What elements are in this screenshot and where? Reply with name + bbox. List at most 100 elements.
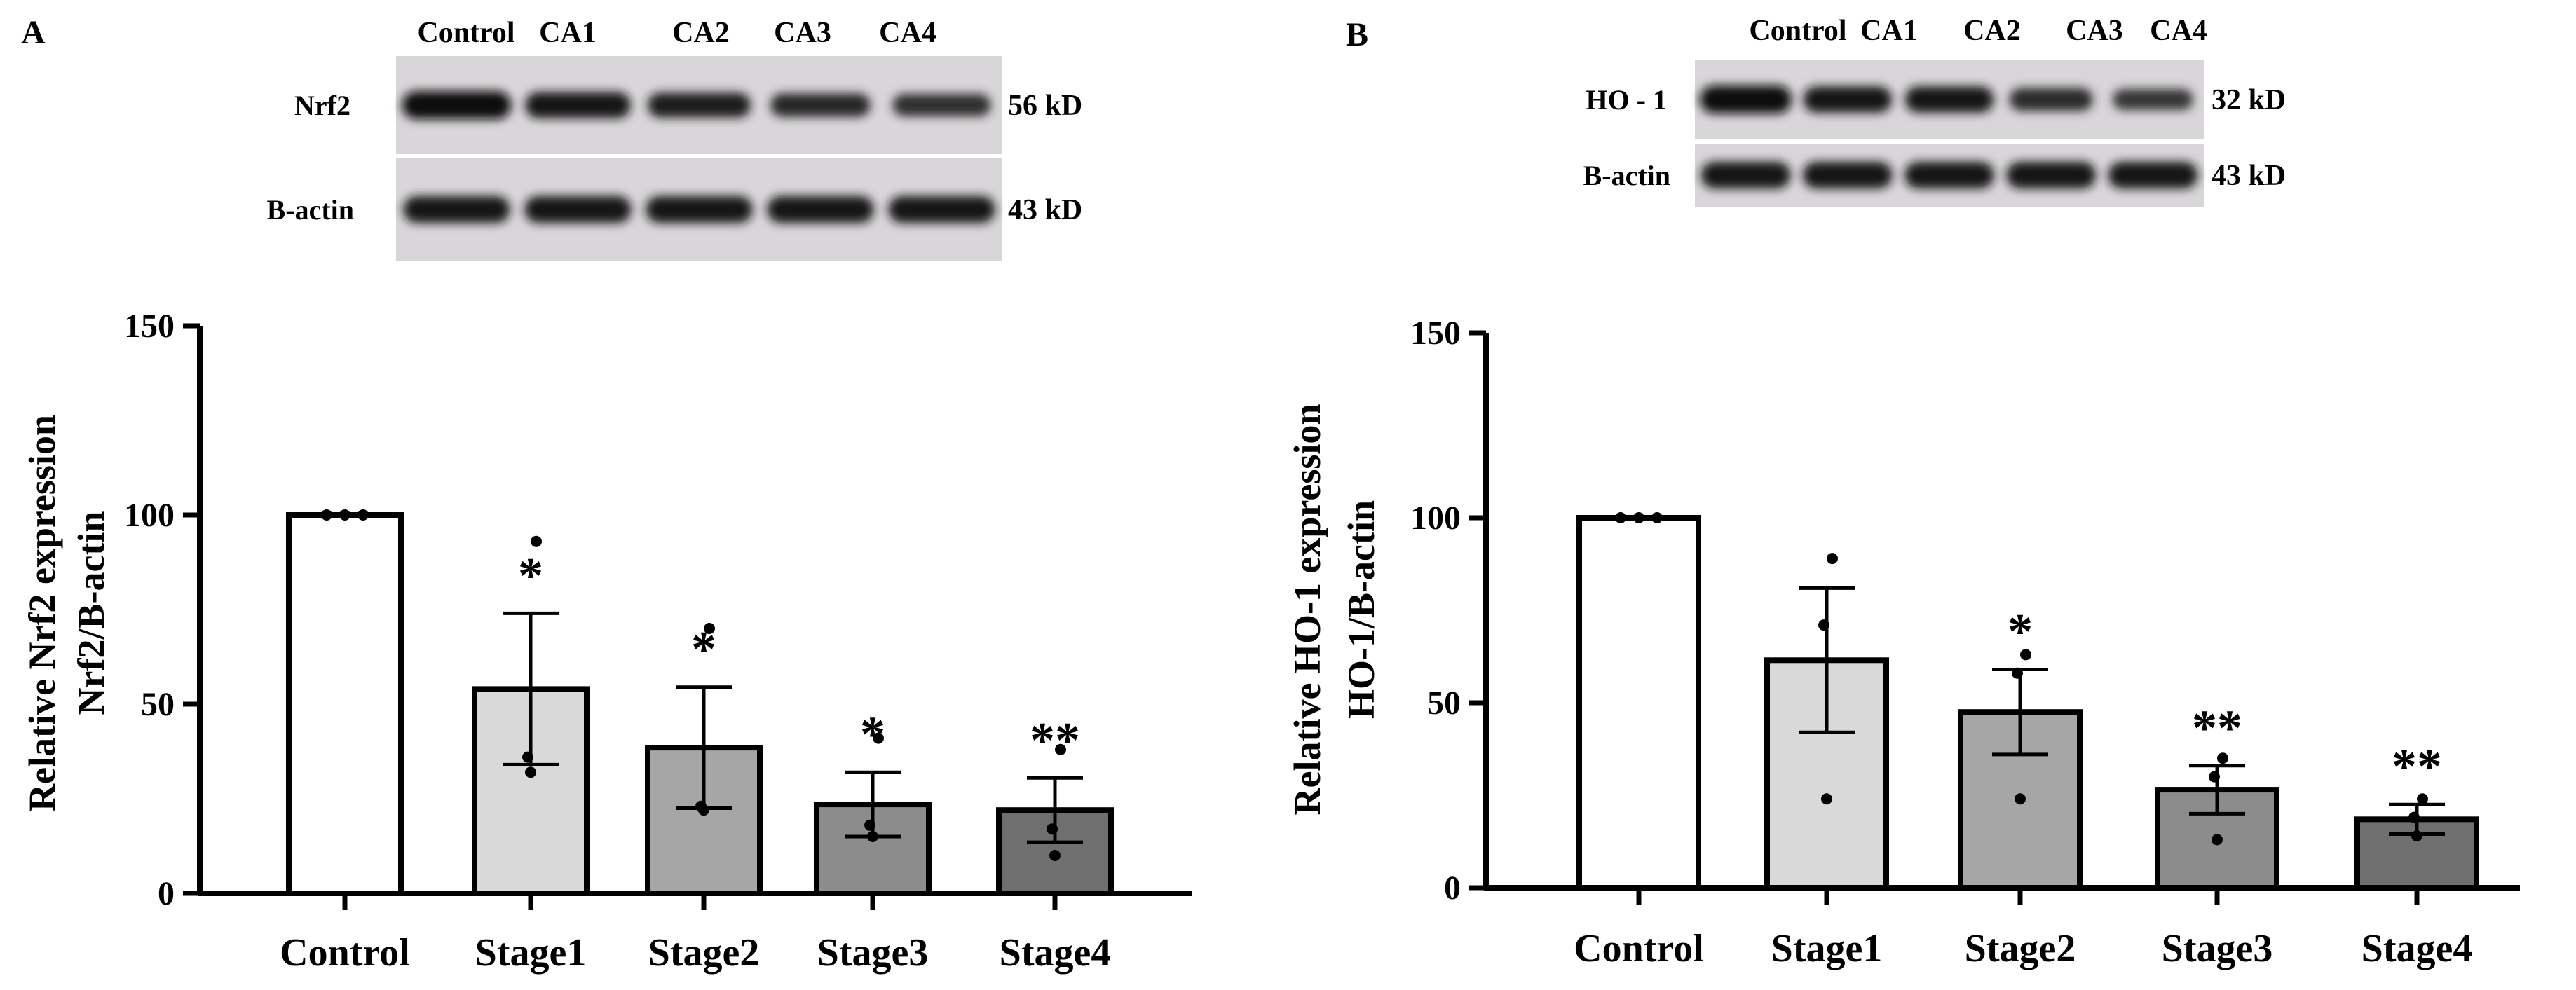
x-tick-label: Stage1 — [1771, 927, 1883, 970]
significance-label: * — [518, 547, 543, 603]
y-tick-label: 150 — [1410, 315, 1461, 352]
blot-lane-label: Control — [417, 17, 514, 49]
x-tick-label: Stage3 — [2162, 927, 2273, 970]
data-point — [1651, 512, 1663, 523]
blot-lane-label: CA1 — [539, 17, 597, 49]
bar — [286, 512, 404, 896]
blot-band — [524, 195, 632, 224]
x-tick-label: Stage2 — [1965, 927, 2076, 970]
significance-label: * — [691, 621, 716, 678]
y-axis-subtitle: HO-1/B-actin — [1340, 500, 1382, 719]
x-tick-label: Control — [280, 931, 410, 975]
significance-label: * — [860, 706, 885, 762]
y-axis-title: Relative HO-1 expression — [1286, 404, 1328, 816]
blot-row-label: B-actin — [267, 194, 354, 226]
blot-band — [2108, 161, 2198, 189]
panel-A: A Control CA1 CA2 CA3 CA4 Nrf2 56 kD B-actin 43 k… — [21, 14, 1192, 975]
data-point — [1821, 793, 1832, 805]
data-point — [2020, 649, 2031, 661]
data-point — [1633, 512, 1644, 523]
blot-band — [2006, 161, 2097, 189]
y-axis-title: Relative Nrf2 expression — [21, 415, 63, 811]
data-point — [357, 509, 369, 521]
blot-lane-label: CA2 — [1963, 15, 2021, 47]
data-point — [2012, 667, 2023, 679]
data-point — [321, 509, 332, 521]
data-point — [867, 831, 878, 842]
blot-band — [888, 195, 995, 224]
blot-size-label: 56 kD — [1008, 90, 1082, 122]
blot-band — [1802, 161, 1893, 189]
data-point — [1615, 512, 1626, 523]
data-point — [525, 766, 536, 778]
panel-B: B Control CA1 CA2 CA3 CA4 HO - 1 32 kD B-actin 43… — [1286, 15, 2520, 970]
significance-label: ** — [2392, 738, 2442, 795]
blot-size-label: 32 kD — [2212, 84, 2286, 116]
blot-lane-label: Control — [1749, 15, 1846, 47]
blot-band — [892, 94, 991, 116]
blot-band — [2113, 88, 2193, 111]
x-tick-label: Stage4 — [2362, 927, 2473, 970]
data-point — [2408, 811, 2420, 823]
data-point — [1047, 823, 1058, 835]
y-tick-label: 0 — [1444, 869, 1461, 907]
blot-lane-label: CA1 — [1860, 15, 1918, 47]
panel-label: B — [1346, 16, 1368, 53]
x-tick-label: Stage2 — [648, 931, 760, 975]
blot-band — [1700, 85, 1792, 114]
data-point — [2217, 752, 2228, 764]
blot-lane-label: CA4 — [879, 17, 936, 49]
blot-band — [770, 93, 871, 117]
blot-band — [402, 91, 512, 119]
data-point — [704, 623, 715, 634]
significance-label: * — [2008, 603, 2033, 659]
blot-band — [767, 195, 874, 224]
y-tick-label: 0 — [158, 875, 175, 912]
y-axis-subtitle: Nrf2/B-actin — [70, 511, 112, 715]
data-point — [873, 732, 884, 744]
significance-label: ** — [2192, 700, 2242, 756]
x-tick-label: Stage3 — [817, 931, 929, 975]
data-point — [1049, 850, 1061, 861]
blot-row-label: HO - 1 — [1586, 84, 1667, 116]
data-point — [1827, 553, 1838, 565]
y-tick-label: 100 — [124, 497, 175, 534]
bar — [1576, 515, 1701, 891]
data-point — [1055, 743, 1066, 755]
y-tick-label: 50 — [141, 686, 175, 723]
blot-band — [646, 195, 753, 224]
blot-lane-label: CA4 — [2150, 15, 2207, 47]
blot-band — [1803, 86, 1892, 113]
data-point — [1818, 619, 1829, 631]
y-tick-label: 50 — [1427, 685, 1461, 722]
blot-band — [1904, 86, 1994, 113]
blot-band — [1701, 161, 1791, 189]
blot-lane-label: CA2 — [672, 17, 730, 49]
blot-row-label: B-actin — [1583, 160, 1670, 191]
data-point — [2209, 771, 2220, 783]
blot-lane-label: CA3 — [2066, 15, 2123, 47]
blot-band — [525, 92, 631, 118]
data-point — [531, 535, 542, 547]
x-tick-label: Stage4 — [1000, 931, 1111, 975]
x-tick-label: Stage1 — [475, 931, 587, 975]
data-point — [2417, 793, 2428, 805]
blot-size-label: 43 kD — [1008, 194, 1082, 226]
blot-band — [1904, 161, 1994, 189]
y-tick-label: 150 — [124, 308, 175, 345]
data-point — [864, 819, 875, 831]
data-point — [2212, 834, 2223, 846]
y-tick-label: 100 — [1410, 500, 1461, 537]
data-point — [339, 509, 350, 521]
panel-label: A — [21, 14, 46, 51]
x-tick-label: Control — [1574, 927, 1704, 970]
data-point — [2015, 793, 2026, 805]
significance-label: ** — [1030, 712, 1080, 768]
data-point — [698, 804, 709, 816]
blot-band — [647, 92, 751, 118]
blot-lane-label: CA3 — [774, 17, 831, 49]
blot-band — [2009, 88, 2093, 111]
blot-band — [403, 195, 510, 224]
data-point — [522, 751, 533, 763]
